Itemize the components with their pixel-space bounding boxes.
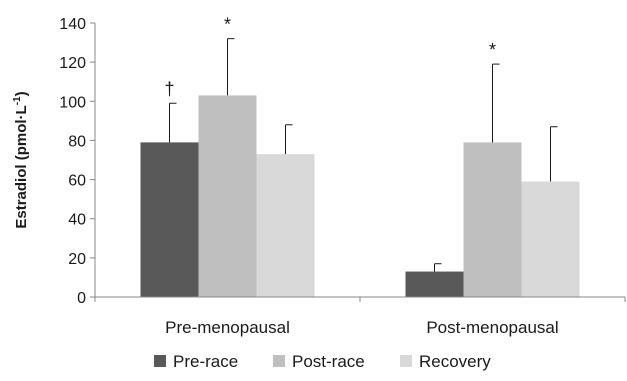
significance-marker: †	[164, 79, 174, 99]
y-axis-label-superscript: -1	[12, 96, 23, 105]
y-axis-label-close: )	[13, 91, 30, 96]
y-tick-label: 60	[68, 173, 86, 190]
x-category-label: Pre-menopausal	[165, 318, 290, 337]
x-axis-labels: Pre-menopausal Post-menopausal	[165, 318, 559, 337]
legend-label: Pre-race	[173, 352, 238, 371]
legend: Pre-race Post-race Recovery	[154, 352, 491, 371]
x-category-label: Post-menopausal	[426, 318, 558, 337]
y-tick-label: 40	[68, 212, 86, 229]
bars: † * *	[140, 15, 580, 298]
y-tick-label: 100	[59, 94, 86, 111]
bar	[463, 142, 522, 297]
significance-marker: *	[489, 40, 496, 60]
y-axis-ticks: 0 20 40 60 80 100 120 140	[59, 16, 95, 307]
y-tick-label: 120	[59, 55, 86, 72]
bar	[405, 271, 464, 297]
bar	[140, 142, 199, 297]
y-axis-label-group: Estradiol (pmol·L-1)	[12, 91, 30, 228]
axes	[94, 23, 626, 302]
bar	[521, 181, 580, 297]
y-tick-label: 0	[77, 290, 86, 307]
y-axis-label-main: Estradiol (pmol·L	[13, 105, 30, 228]
legend-label: Post-race	[292, 352, 365, 371]
legend-label: Recovery	[419, 352, 491, 371]
y-axis-label: Estradiol (pmol·L-1)	[12, 91, 30, 228]
legend-swatch	[154, 355, 166, 367]
y-tick-label: 80	[68, 133, 86, 150]
bar	[256, 154, 315, 297]
legend-swatch	[400, 355, 412, 367]
y-tick-label: 20	[68, 251, 86, 268]
y-tick-label: 140	[59, 16, 86, 33]
significance-marker: *	[224, 15, 231, 35]
legend-swatch	[273, 355, 285, 367]
bar	[198, 95, 257, 298]
